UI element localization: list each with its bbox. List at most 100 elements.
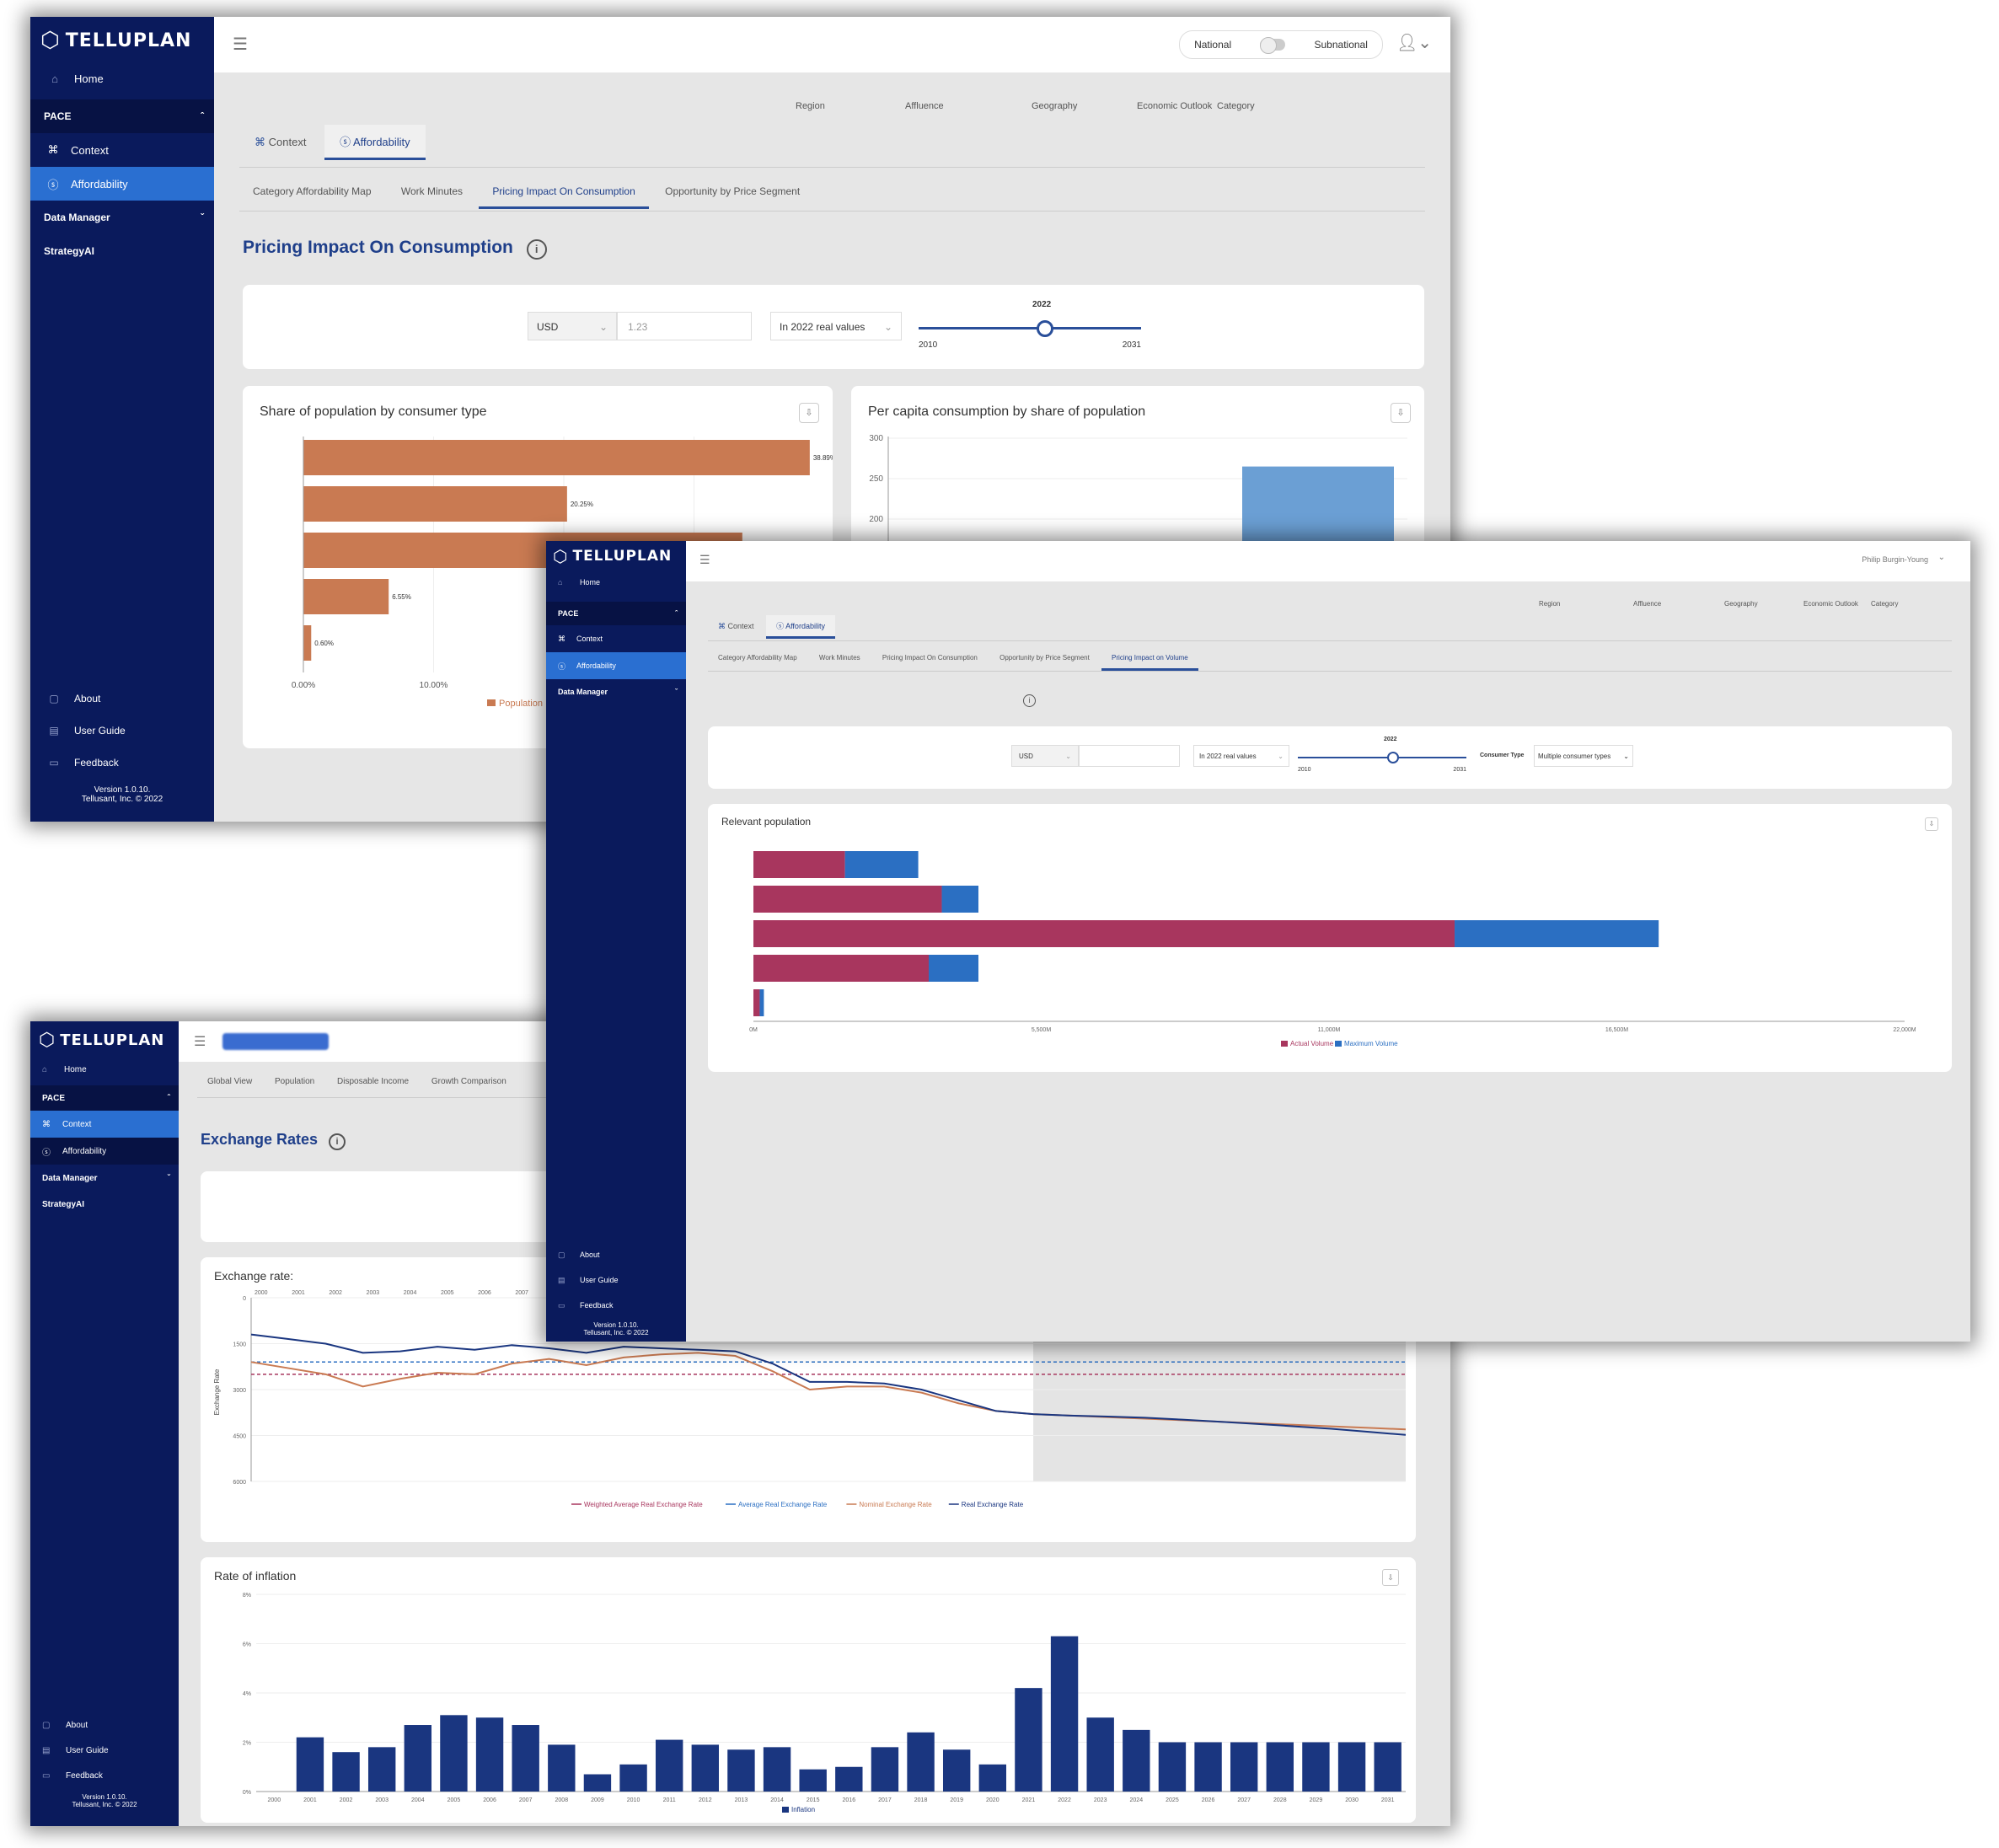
page-title: Pricing Impact On Consumption i (243, 238, 547, 260)
dollar-circle-icon: ⓢ (558, 662, 566, 671)
info-icon[interactable]: i (329, 1133, 346, 1150)
year-slider[interactable]: 2022 2010 2031 (919, 300, 1141, 350)
x-tick-label: 2006 (483, 1797, 496, 1803)
info-icon[interactable]: i (526, 239, 547, 260)
logo: ⬡ TELLUPLAN (553, 546, 673, 566)
book-icon: ▤ (49, 725, 59, 737)
x-tick-label: 2023 (1094, 1797, 1107, 1803)
logo-icon: ⬡ (40, 28, 61, 53)
sidebar-section-data-manager[interactable]: Data Manager ˇ (558, 688, 678, 696)
legend-label: Average Real Exchange Rate (738, 1501, 828, 1508)
tab-context[interactable]: ⌘ Context (255, 136, 307, 148)
sidebar-item-about[interactable]: ▢ About (30, 683, 214, 715)
dollar-circle-icon: ⓢ (47, 178, 59, 191)
tab-affordability[interactable]: ⓢ Affordability (766, 615, 835, 639)
chevron-down-icon[interactable]: ⌄ (1937, 553, 1945, 562)
slider-thumb[interactable] (1037, 320, 1053, 337)
bar-maximum-volume (844, 851, 919, 878)
subtab-opportunity-price-segment[interactable]: Opportunity by Price Segment (665, 185, 801, 197)
download-icon[interactable]: ⇩ (1925, 817, 1938, 831)
sidebar-item-feedback[interactable]: ▭ Feedback (558, 1300, 614, 1310)
page-title: Exchange Rates i (201, 1131, 346, 1150)
sidebar-section-pace[interactable]: PACE ˆ (30, 99, 214, 133)
sidebar-section-pace[interactable]: PACE ˆ (30, 1085, 179, 1111)
x-tick-label: 2013 (735, 1797, 748, 1803)
subtab-pricing-impact-consumption[interactable]: Pricing Impact On Consumption (479, 179, 649, 209)
value-mode-select[interactable]: In 2022 real values ⌄ (1193, 745, 1289, 767)
sidebar-item-feedback[interactable]: ▭ Feedback (42, 1770, 103, 1781)
subtab-global-view[interactable]: Global View (207, 1077, 253, 1086)
sidebar-item-user-guide[interactable]: ▤ User Guide (30, 715, 214, 747)
bar (303, 486, 567, 522)
x-tick-label: 2002 (329, 1290, 342, 1296)
user-icon[interactable]: 👤︎⌄ (1396, 34, 1432, 52)
user-name[interactable]: Philip Burgin-Young (1862, 555, 1928, 564)
logo-icon: ⬡ (553, 546, 569, 566)
sidebar-item-home[interactable]: ⌂ Home (30, 64, 214, 93)
sidebar-item-context[interactable]: ⌘ Context (30, 133, 214, 167)
x-tick-label: 2004 (411, 1797, 425, 1803)
sidebar-item-home[interactable]: ⌂ Home (42, 1064, 87, 1074)
sidebar-section-data-manager[interactable]: Data Manager ˇ (44, 212, 204, 223)
x-tick-label: 2008 (555, 1797, 569, 1803)
year-slider[interactable]: 2022 2010 2031 (1298, 737, 1466, 773)
sidebar-item-affordability[interactable]: ⓢ Affordability (30, 1138, 179, 1165)
tab-context[interactable]: ⌘ Context (718, 622, 754, 630)
subtab-category-affordability-map[interactable]: Category Affordability Map (253, 185, 372, 197)
inflation-card: Rate of inflation ⇩ 0% 2% 4% 6% 8% 2000 2001 20… (201, 1557, 1416, 1823)
toggle-switch[interactable] (1260, 37, 1286, 54)
slider-thumb[interactable] (1387, 752, 1399, 763)
sidebar-item-affordability[interactable]: ⓢ Affordability (30, 167, 214, 201)
bar (1123, 1729, 1150, 1792)
subtab-pricing-impact-volume[interactable]: Pricing Impact on Volume (1101, 649, 1198, 671)
x-tick-label: 2020 (986, 1797, 1000, 1803)
rate-input[interactable] (1079, 745, 1180, 767)
version-text: Version 1.0.10. (94, 785, 151, 795)
subtab-pricing-impact-consumption[interactable]: Pricing Impact On Consumption (882, 654, 978, 662)
bar (548, 1744, 576, 1792)
national-subnational-toggle[interactable]: National Subnational (1179, 30, 1383, 59)
subtab-disposable-income[interactable]: Disposable Income (337, 1077, 410, 1086)
sidebar-item-affordability[interactable]: ⓢ Affordability (546, 652, 686, 679)
tab-affordability[interactable]: ⓢ Affordability (324, 125, 426, 160)
info-icon[interactable]: i (1023, 694, 1036, 707)
menu-icon[interactable]: ☰ (233, 35, 248, 54)
bar (1337, 1742, 1366, 1792)
value-mode-select[interactable]: In 2022 real values ⌄ (770, 312, 902, 340)
subtab-growth-comparison[interactable]: Growth Comparison (431, 1077, 506, 1086)
subtab-work-minutes[interactable]: Work Minutes (818, 654, 860, 662)
sidebar-item-about[interactable]: ▢ About (42, 1720, 88, 1730)
currency-select[interactable]: USD ⌄ (1011, 745, 1079, 767)
bar-actual-volume (753, 886, 942, 913)
bar (907, 1732, 935, 1792)
subtab-opportunity-price-segment[interactable]: Opportunity by Price Segment (1000, 654, 1090, 662)
sidebar-item-context[interactable]: ⌘ Context (558, 634, 603, 644)
subtab-population[interactable]: Population (274, 1077, 315, 1086)
download-icon[interactable]: ⇩ (799, 403, 819, 423)
menu-icon[interactable]: ☰ (699, 553, 710, 566)
legend-label: Nominal Exchange Rate (859, 1501, 932, 1508)
subtab-work-minutes[interactable]: Work Minutes (400, 185, 464, 197)
consumer-type-select[interactable]: Multiple consumer types ⌄ (1534, 745, 1633, 767)
sidebar-item-feedback[interactable]: ▭ Feedback (30, 747, 214, 779)
download-icon[interactable]: ⇩ (1382, 1569, 1399, 1586)
menu-icon[interactable]: ☰ (194, 1035, 206, 1049)
currency-select[interactable]: USD ⌄ (528, 312, 617, 340)
sidebar-item-home[interactable]: ⌂ Home (558, 578, 601, 587)
sidebar-item-strategyai[interactable]: StrategyAI (42, 1199, 85, 1209)
sidebar-item-user-guide[interactable]: ▤ User Guide (42, 1745, 109, 1755)
x-tick-label: 11,000M (1318, 1027, 1341, 1033)
home-icon: ⌂ (42, 1064, 48, 1074)
legend-swatch (782, 1807, 789, 1813)
subtab-category-affordability-map[interactable]: Category Affordability Map (718, 654, 797, 662)
sidebar-section-pace[interactable]: PACE ˆ (546, 602, 686, 625)
rate-input[interactable]: 1.23 (617, 312, 752, 340)
download-icon[interactable]: ⇩ (1391, 403, 1411, 423)
x-tick-label: 2027 (1237, 1797, 1251, 1803)
sidebar-item-context[interactable]: ⌘ Context (30, 1111, 179, 1138)
sidebar-item-strategyai[interactable]: StrategyAI (44, 245, 95, 257)
sidebar-item-about[interactable]: ▢ About (558, 1250, 600, 1260)
sidebar-section-data-manager[interactable]: Data Manager ˇ (42, 1173, 170, 1183)
x-tick-label: 2021 (1022, 1797, 1036, 1803)
sidebar-item-user-guide[interactable]: ▤ User Guide (558, 1275, 619, 1285)
